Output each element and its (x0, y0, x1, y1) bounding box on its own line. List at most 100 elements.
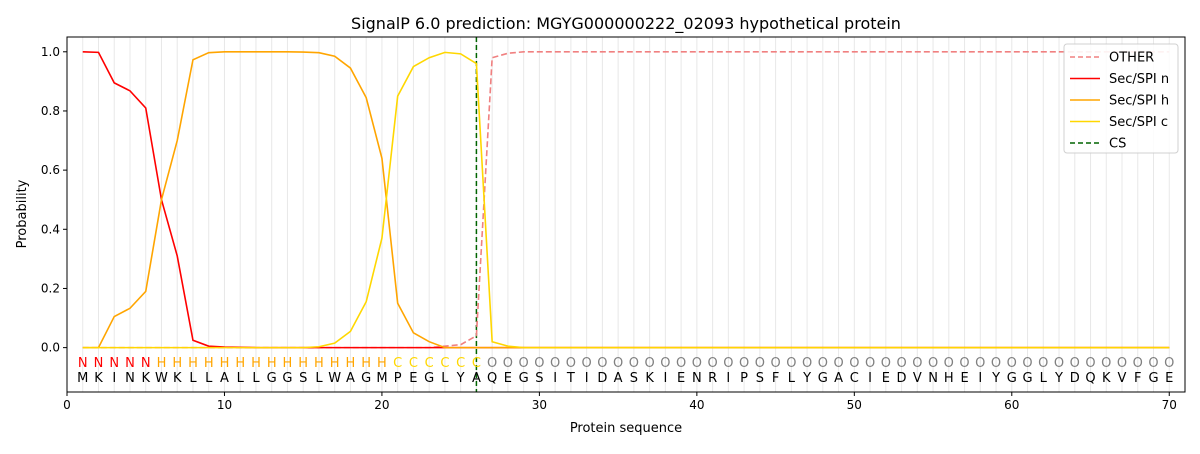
region-label: O (770, 356, 780, 371)
region-label: O (723, 356, 733, 371)
x-tick-label: 30 (532, 398, 547, 412)
region-label: O (487, 356, 497, 371)
x-axis-label: Protein sequence (570, 421, 682, 436)
x-tick-label: 70 (1162, 398, 1177, 412)
region-label: O (944, 356, 954, 371)
legend-entry: CS (1109, 137, 1126, 152)
region-label: O (1022, 356, 1032, 371)
region-label: H (283, 356, 293, 371)
region-label: H (157, 356, 167, 371)
y-tick-label: 0.6 (41, 163, 60, 177)
region-label: O (802, 356, 812, 371)
region-label: H (172, 356, 182, 371)
region-label: H (314, 356, 324, 371)
region-label: O (1164, 356, 1174, 371)
plot-frame (66, 36, 1186, 393)
y-axis-label: Probability (15, 179, 30, 248)
region-label: H (330, 356, 340, 371)
region-label: N (109, 356, 119, 371)
region-label: O (1148, 356, 1158, 371)
region-label: H (204, 356, 214, 371)
region-label: O (881, 356, 891, 371)
region-label: C (472, 356, 481, 371)
region-label: H (298, 356, 308, 371)
y-tick-label: 0.2 (41, 281, 60, 295)
region-label: H (220, 356, 230, 371)
region-label: O (755, 356, 765, 371)
region-label: O (1085, 356, 1095, 371)
chart-title: SignalP 6.0 prediction: MGYG000000222_02… (351, 14, 901, 34)
y-tick-label: 1.0 (41, 45, 60, 59)
region-label: H (361, 356, 371, 371)
region-label: H (235, 356, 245, 371)
region-label: O (629, 356, 639, 371)
legend: OTHER Sec/SPI n Sec/SPI h Sec/SPI c CS (1063, 43, 1179, 154)
region-label: N (125, 356, 135, 371)
region-label: H (251, 356, 261, 371)
x-tick-label: 10 (217, 398, 232, 412)
region-label: N (141, 356, 151, 371)
x-tick-label: 50 (847, 398, 862, 412)
region-label: O (550, 356, 560, 371)
legend-entry: Sec/SPI h (1109, 94, 1169, 109)
region-label: O (1038, 356, 1048, 371)
region-label: O (786, 356, 796, 371)
y-tick-label: 0.4 (41, 222, 60, 236)
region-label: O (1007, 356, 1017, 371)
region-label: O (566, 356, 576, 371)
legend-entry: OTHER (1109, 51, 1154, 66)
x-tick-label: 0 (63, 398, 71, 412)
region-label: O (849, 356, 859, 371)
region-label: O (818, 356, 828, 371)
region-label: O (912, 356, 922, 371)
region-label: C (409, 356, 418, 371)
series-line-sec-spi-h (82, 50, 1170, 349)
region-label: O (1117, 356, 1127, 371)
region-label: C (425, 356, 434, 371)
region-label: O (503, 356, 513, 371)
region-label: O (660, 356, 670, 371)
region-label: H (188, 356, 198, 371)
region-label: O (991, 356, 1001, 371)
x-tick-label: 40 (689, 398, 704, 412)
region-label: O (534, 356, 544, 371)
series-line-other (82, 50, 1170, 349)
region-label: O (1101, 356, 1111, 371)
region-label: C (440, 356, 449, 371)
region-label: O (707, 356, 717, 371)
legend-entry: Sec/SPI n (1109, 72, 1169, 87)
region-label: N (94, 356, 104, 371)
region-label: O (833, 356, 843, 371)
region-label: O (645, 356, 655, 371)
region-label: O (597, 356, 607, 371)
region-label: H (377, 356, 387, 371)
region-label: O (519, 356, 529, 371)
series-line-sec-spi-c (82, 51, 1170, 349)
x-tick-label: 60 (1004, 398, 1019, 412)
region-label: C (456, 356, 465, 371)
region-label: O (896, 356, 906, 371)
region-label: O (739, 356, 749, 371)
region-label: O (582, 356, 592, 371)
region-label: O (1133, 356, 1143, 371)
x-tick-label: 20 (374, 398, 389, 412)
region-label: O (613, 356, 623, 371)
region-label: N (78, 356, 88, 371)
region-label: O (959, 356, 969, 371)
region-label: O (975, 356, 985, 371)
protein-sequence: MKINKWKLLALLGGSLWAGMPEGLYAQEGSITIDASKIEN… (77, 371, 1173, 386)
region-label: H (346, 356, 356, 371)
region-label: O (1070, 356, 1080, 371)
y-tick-label: 0.8 (41, 104, 60, 118)
region-label: O (692, 356, 702, 371)
region-label: O (676, 356, 686, 371)
region-label: O (865, 356, 875, 371)
region-label: O (1054, 356, 1064, 371)
series-line-sec-spi-n (82, 50, 1170, 349)
legend-entry: Sec/SPI c (1109, 115, 1168, 130)
region-label: C (393, 356, 402, 371)
legend-box (1063, 43, 1179, 154)
region-label: H (267, 356, 277, 371)
y-tick-label: 0.0 (41, 341, 60, 355)
